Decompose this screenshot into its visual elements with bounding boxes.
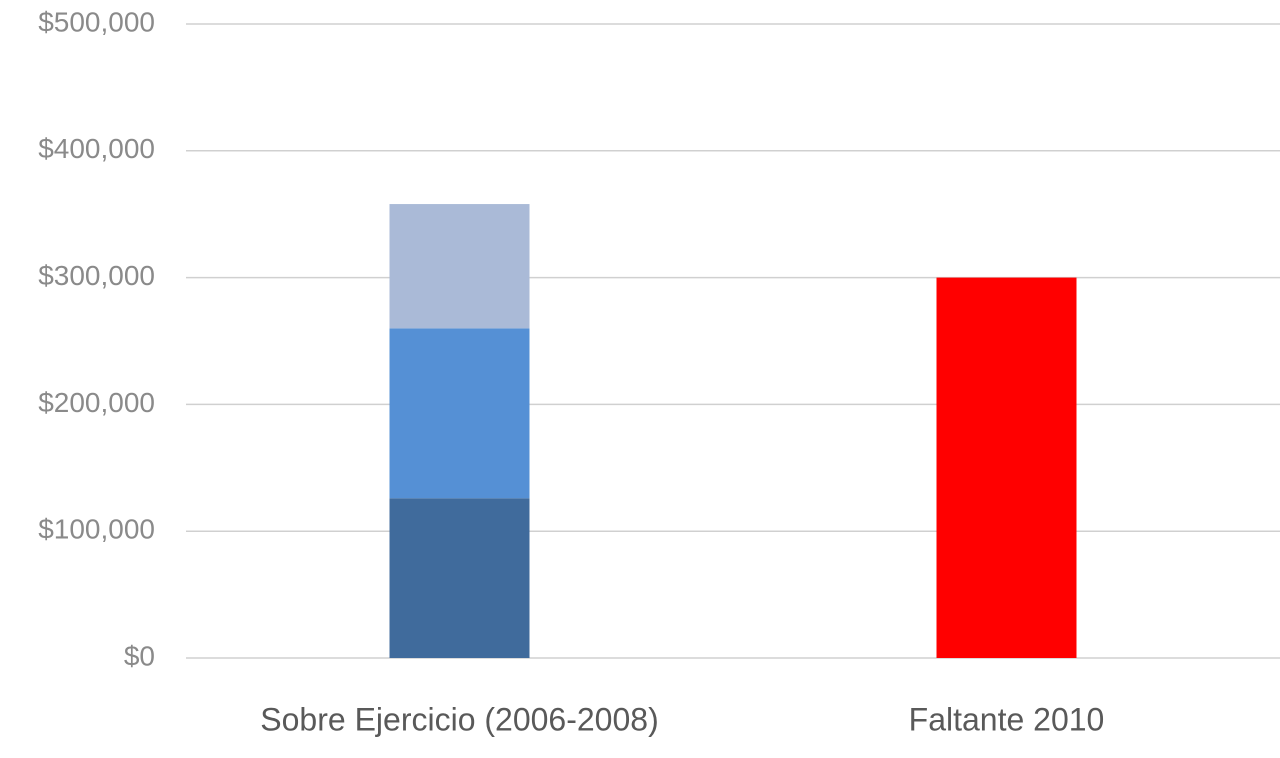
bar-segment — [936, 277, 1077, 658]
x-tick-label: Faltante 2010 — [909, 701, 1105, 737]
bar-segment — [389, 328, 530, 499]
y-tick-label: $500,000 — [38, 6, 155, 37]
bar-segment — [389, 204, 530, 329]
y-tick-label: $200,000 — [38, 387, 155, 418]
y-tick-label: $300,000 — [38, 260, 155, 291]
x-tick-label: Sobre Ejercicio (2006-2008) — [260, 701, 658, 737]
y-tick-label: $400,000 — [38, 133, 155, 164]
y-tick-label: $100,000 — [38, 514, 155, 545]
y-tick-label: $0 — [124, 640, 155, 671]
bar-segment — [389, 498, 530, 658]
